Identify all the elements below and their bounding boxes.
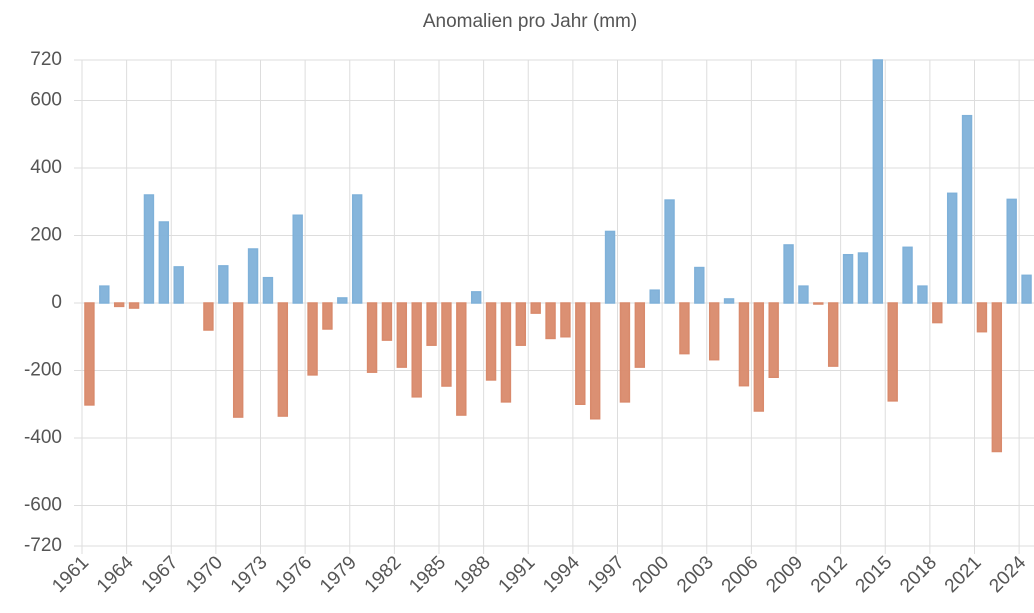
bar <box>798 285 809 304</box>
bar <box>396 302 408 368</box>
bar <box>575 302 586 405</box>
bar <box>932 302 943 324</box>
x-tick-label: 2012 <box>807 552 852 597</box>
bar <box>530 302 541 314</box>
y-tick-label: 600 <box>30 90 62 111</box>
y-tick-label: -720 <box>24 535 62 556</box>
x-tick-label: 1961 <box>48 552 93 597</box>
bar <box>917 285 928 304</box>
bar <box>842 253 854 304</box>
bar <box>1006 198 1017 304</box>
x-tick-label: 1967 <box>138 552 183 597</box>
bar <box>426 302 437 346</box>
bar <box>381 302 393 341</box>
bar <box>783 244 794 304</box>
bar <box>961 114 973 304</box>
bar <box>173 266 184 304</box>
bar <box>708 302 720 361</box>
bar <box>872 59 884 304</box>
y-tick-label: -600 <box>24 495 62 516</box>
bar <box>128 302 140 309</box>
x-tick-label: 1985 <box>405 552 450 597</box>
bar <box>589 302 601 420</box>
bar <box>723 298 735 304</box>
bar <box>887 302 898 402</box>
x-tick-label: 1988 <box>450 552 495 597</box>
x-tick-label: 2024 <box>985 552 1030 597</box>
bar <box>411 302 422 398</box>
y-tick-label: -400 <box>24 427 62 448</box>
bar <box>857 252 869 304</box>
x-tick-label: 1970 <box>182 552 227 597</box>
bar <box>946 192 958 304</box>
x-tick-label: 1976 <box>271 552 316 597</box>
x-tick-label: 2018 <box>896 552 941 597</box>
bar <box>366 302 378 373</box>
bar <box>604 230 616 304</box>
bar <box>649 289 660 304</box>
x-tick-label: 1982 <box>361 552 406 597</box>
bar <box>738 302 750 387</box>
x-tick-label: 1979 <box>316 552 361 597</box>
bar <box>664 199 675 304</box>
bar <box>902 246 913 304</box>
bar <box>143 194 155 304</box>
bar <box>813 302 824 305</box>
y-tick-label: -200 <box>24 360 62 381</box>
x-tick-label: 1973 <box>227 552 272 597</box>
bar <box>277 302 289 417</box>
bar <box>619 302 631 403</box>
bar <box>218 265 229 304</box>
chart-title: Anomalien pro Jahr (mm) <box>423 11 637 32</box>
bar <box>485 302 497 381</box>
y-tick-label: 720 <box>30 49 62 70</box>
x-tick-label: 2006 <box>718 552 763 597</box>
bar <box>753 302 765 412</box>
bar <box>247 248 259 304</box>
bar <box>545 302 556 340</box>
bar <box>292 214 303 304</box>
bar <box>560 302 571 338</box>
x-tick-label: 2015 <box>852 552 897 597</box>
bar <box>232 302 244 418</box>
bar <box>203 302 214 331</box>
y-tick-label: 0 <box>51 292 62 313</box>
bar <box>500 302 512 403</box>
bar <box>441 302 452 387</box>
bar <box>113 302 125 308</box>
x-tick-label: 1964 <box>93 552 138 597</box>
bar <box>470 291 482 304</box>
bar <box>337 297 348 304</box>
bar <box>99 285 110 304</box>
bar <box>827 302 839 367</box>
bar <box>515 302 527 346</box>
bar <box>634 302 646 368</box>
bar <box>679 302 690 355</box>
x-tick-label: 1997 <box>584 552 629 597</box>
bar <box>322 302 333 330</box>
bar <box>976 302 988 333</box>
x-tick-label: 1994 <box>539 552 584 597</box>
bar <box>694 266 705 304</box>
x-tick-label: 1991 <box>495 552 540 597</box>
bar <box>262 276 274 304</box>
x-tick-label: 2009 <box>762 552 807 597</box>
bar <box>307 302 318 376</box>
bar <box>1021 274 1032 304</box>
x-tick-label: 2021 <box>941 552 986 597</box>
bar <box>158 221 170 304</box>
bar <box>991 302 1003 453</box>
bar <box>351 194 363 304</box>
y-tick-label: 400 <box>30 157 62 178</box>
x-tick-label: 2000 <box>628 552 673 597</box>
bar <box>84 302 95 406</box>
y-tick-label: 200 <box>30 225 62 246</box>
bar <box>456 302 467 416</box>
bar <box>768 302 779 378</box>
x-tick-label: 2003 <box>673 552 718 597</box>
